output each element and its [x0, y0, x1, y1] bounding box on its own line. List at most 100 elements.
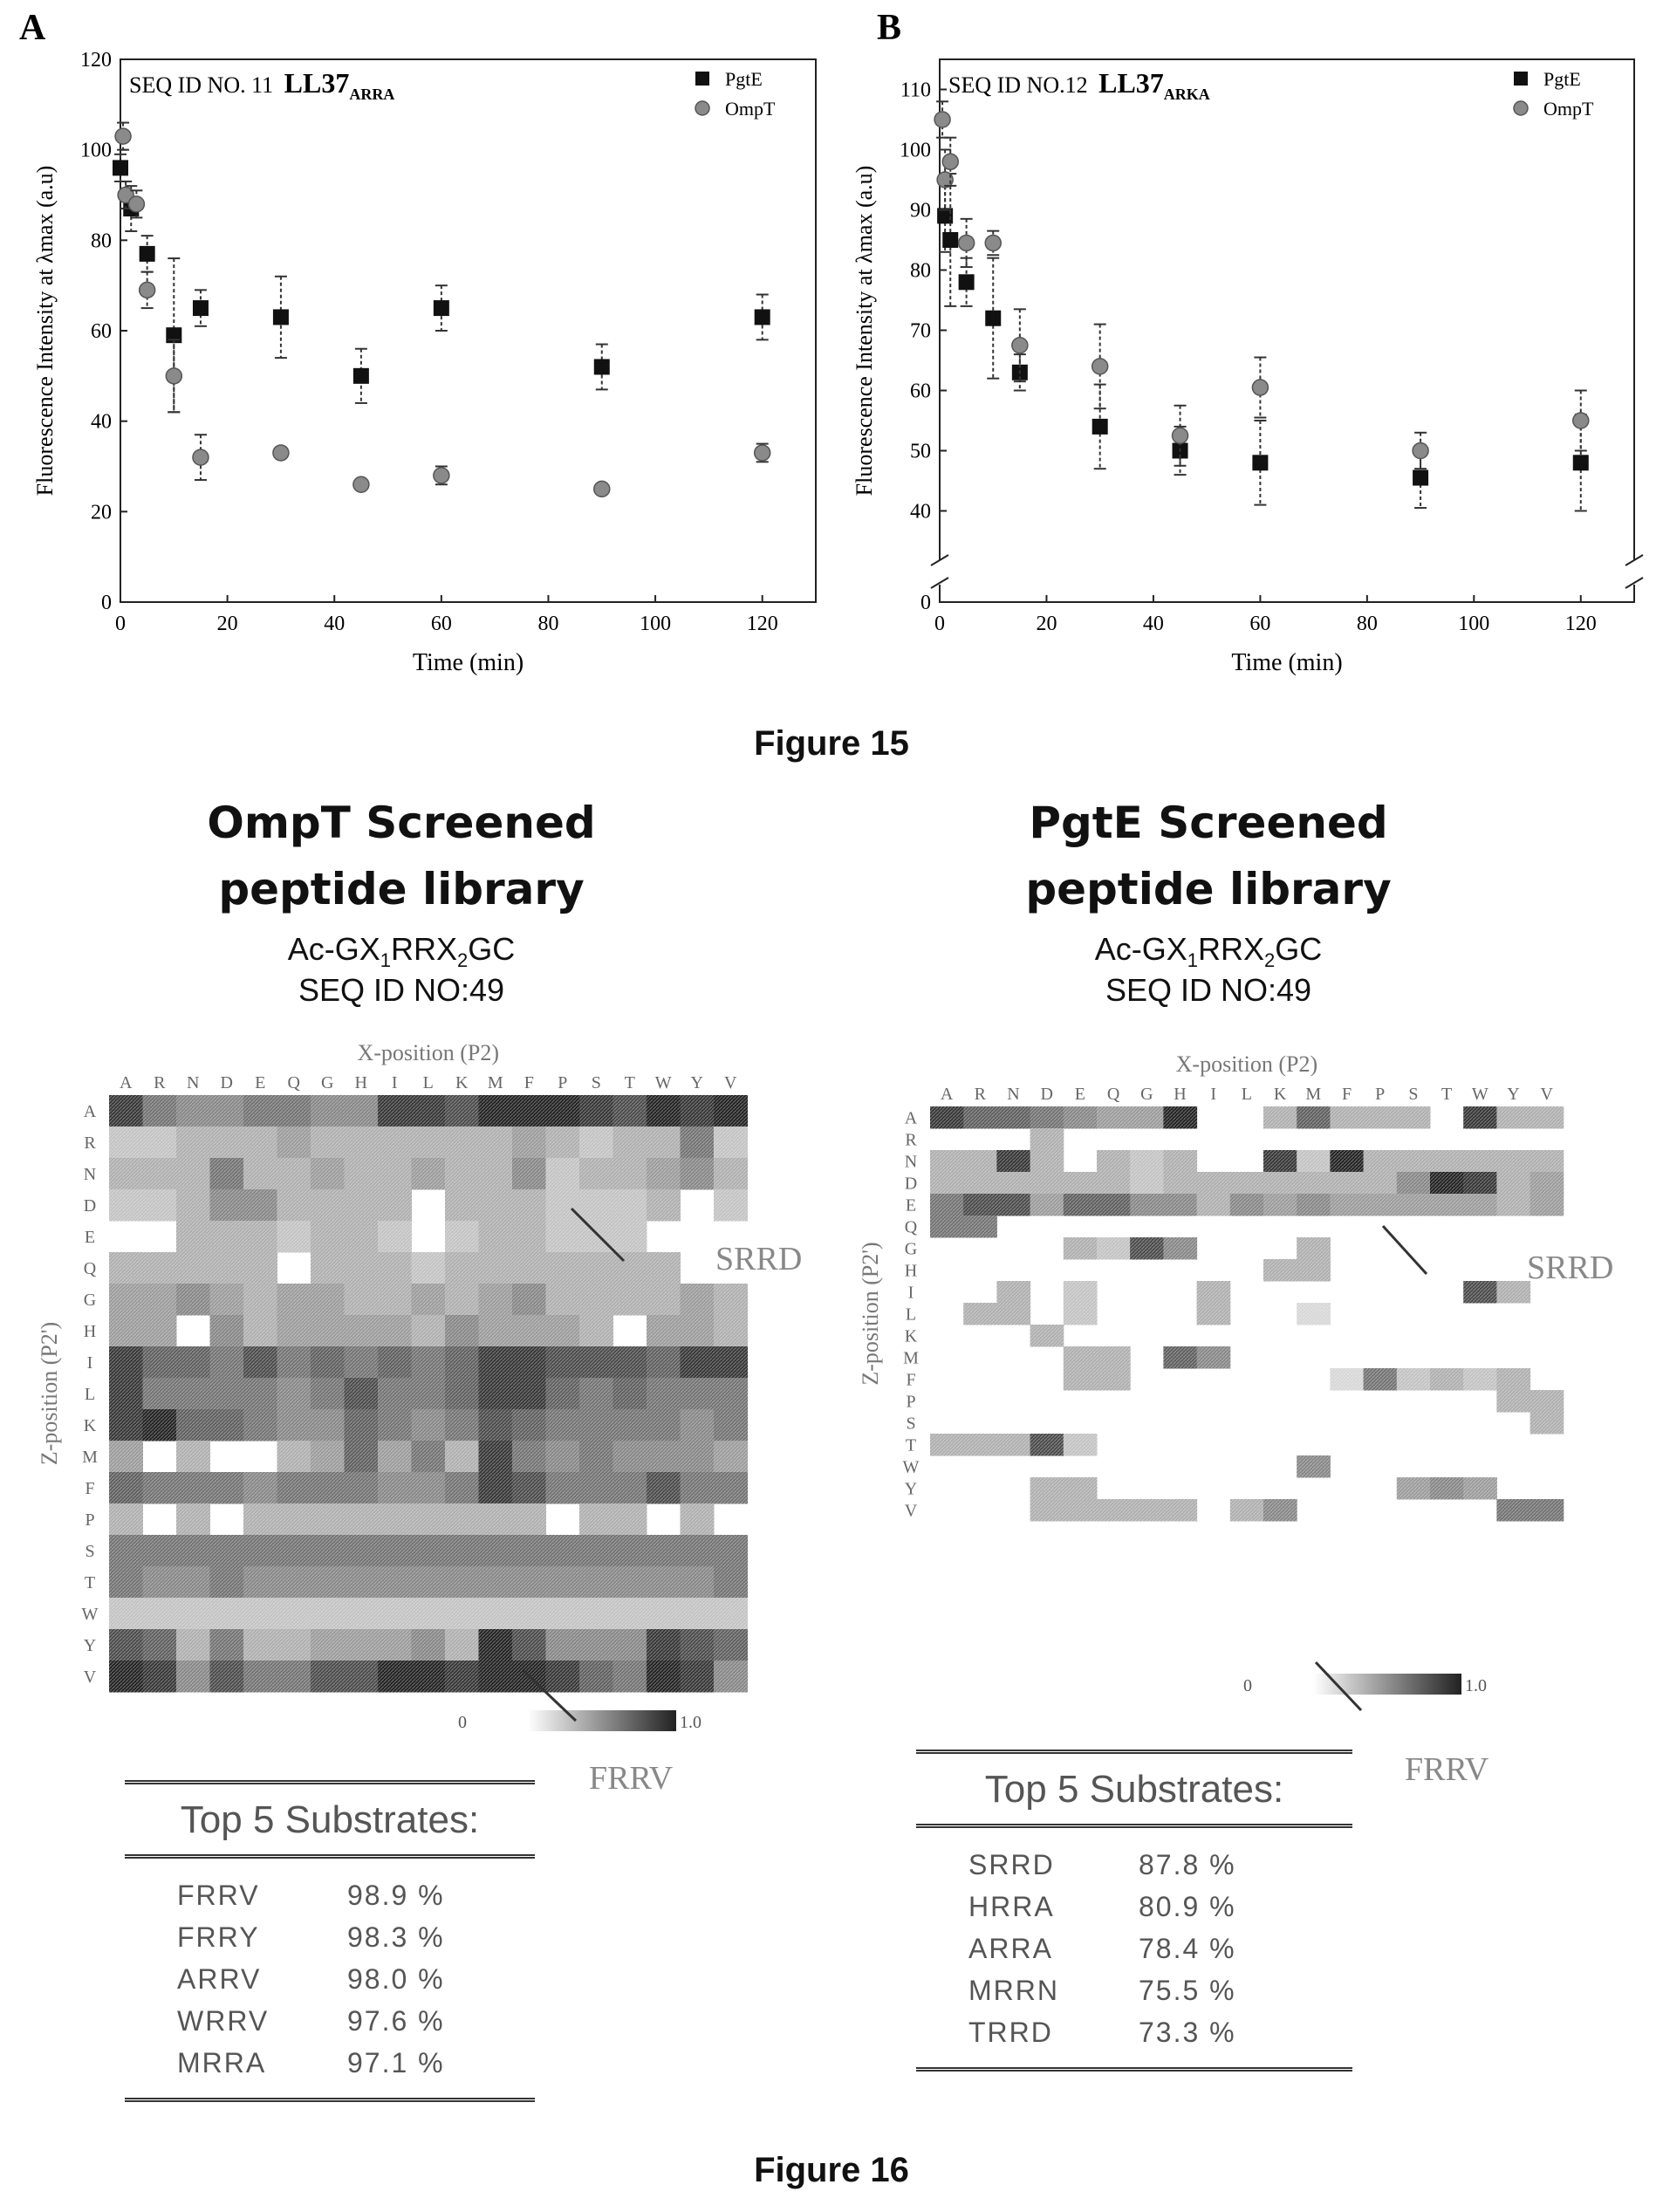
data-point-ompt — [1251, 379, 1269, 396]
heatmap-cell-texture — [277, 1158, 311, 1190]
data-point-pgte — [352, 367, 369, 384]
scale-min-label: 0 — [1243, 1676, 1252, 1695]
heatmap-cell-texture — [411, 1095, 446, 1127]
heatmap-cell-texture — [1097, 1194, 1131, 1216]
heatmap-cell-texture — [176, 1441, 210, 1473]
heatmap-cell-texture — [579, 1566, 613, 1599]
heatmap-cell-texture — [311, 1095, 345, 1127]
heatmap-cell-texture — [378, 1472, 412, 1504]
heatmap-cell-texture — [1263, 1150, 1297, 1173]
heatmap-cell-texture — [411, 1441, 446, 1473]
y-axis-label: Fluorescence Intensity at λmax (a.u) — [32, 166, 58, 497]
heatmap-cell-texture — [311, 1284, 345, 1316]
pgte-top5-header: Top 5 Substrates: — [916, 1750, 1352, 1828]
data-point-ompt — [433, 467, 450, 484]
heatmap-cell-texture — [680, 1346, 715, 1379]
heatmap-cell-texture — [277, 1346, 311, 1379]
heatmap-cell-texture — [109, 1189, 143, 1222]
heatmap-cell-texture — [647, 1598, 681, 1630]
substrate-percent: 97.6 % — [347, 2005, 445, 2037]
heatmap-cell-texture — [209, 1127, 244, 1159]
heatmap-cell-texture — [344, 1189, 379, 1222]
y-axis-letter: H — [84, 1322, 96, 1341]
heatmap-cell-texture — [1196, 1281, 1231, 1304]
heatmap-cell-texture — [579, 1661, 613, 1693]
heatmap-cell-texture — [344, 1629, 379, 1661]
heatmap-cell-texture — [647, 1315, 681, 1347]
heatmap-cell-texture — [1297, 1303, 1331, 1325]
x-axis-letter: Y — [691, 1073, 703, 1092]
y-axis-letter: G — [84, 1291, 96, 1310]
heatmap-cell-texture — [311, 1629, 345, 1661]
heatmap-cell-texture — [1463, 1477, 1497, 1500]
heatmap-cell-texture — [109, 1409, 143, 1442]
heatmap-cell-texture — [1030, 1477, 1064, 1500]
heatmap-cell-texture — [209, 1378, 244, 1410]
heatmap-cell-texture — [1496, 1499, 1531, 1522]
heatmap-cell-texture — [176, 1346, 210, 1379]
y-axis-letter: Q — [905, 1218, 918, 1237]
heatmap-cell-texture — [142, 1095, 177, 1127]
heatmap-cell-texture — [963, 1216, 997, 1238]
formula-subscript: 1 — [380, 949, 391, 972]
heatmap-cell-texture — [344, 1409, 379, 1442]
heatmap-cell-texture — [545, 1535, 580, 1567]
heatmap-cell-texture — [176, 1189, 210, 1222]
heatmap-cell-texture — [512, 1629, 546, 1661]
callout-arrow-frrv — [522, 1669, 578, 1722]
heatmap-cell-texture — [109, 1284, 143, 1316]
pgte-library-title-line1: PgtE Screened — [1029, 798, 1388, 848]
data-point-pgte — [113, 160, 128, 176]
data-point-ompt — [957, 234, 975, 252]
heatmap-cell-texture — [1097, 1237, 1131, 1260]
substrate-sequence: ARRA — [968, 1933, 1053, 1964]
y-axis-letter: E — [85, 1228, 95, 1247]
y-axis-letter: V — [84, 1668, 97, 1687]
heatmap-cell-texture — [109, 1566, 143, 1599]
heatmap-cell-texture — [142, 1378, 177, 1410]
heatmap-cell-texture — [243, 1629, 277, 1661]
heatmap-cell-texture — [1063, 1434, 1098, 1456]
heatmap-cell-texture — [411, 1503, 446, 1536]
data-point-pgte — [1572, 455, 1589, 471]
heatmap-cell-texture — [378, 1252, 412, 1284]
heatmap-cell-texture — [1363, 1368, 1398, 1391]
ompt-formula: Ac-GX1RRX2GC — [96, 929, 707, 981]
x-axis-letter: I — [392, 1073, 398, 1092]
heatmap-cell-texture — [411, 1284, 446, 1316]
heatmap-cell-texture — [963, 1303, 997, 1325]
data-point-ompt — [114, 127, 132, 145]
x-axis-letter: L — [423, 1073, 434, 1092]
heatmap-cell-texture — [311, 1566, 345, 1599]
heatmap-cell-texture — [243, 1315, 277, 1347]
heatmap-cell-texture — [1063, 1106, 1098, 1129]
y-tick-label: 120 — [80, 49, 112, 72]
heatmap-cell-texture — [1463, 1281, 1497, 1304]
heatmap-cell-texture — [411, 1127, 446, 1159]
heatmap-cell-texture — [109, 1346, 143, 1379]
heatmap-cell-texture — [647, 1661, 681, 1693]
y-axis-letter: A — [905, 1109, 918, 1128]
heatmap-cell-texture — [1463, 1150, 1497, 1173]
heatmap-cell-texture — [445, 1284, 479, 1316]
heatmap-cell-texture — [209, 1661, 244, 1693]
x-axis-letter: D — [1040, 1085, 1052, 1104]
heatmap-cell-texture — [1463, 1194, 1497, 1216]
heatmap-cell-texture — [277, 1661, 311, 1693]
x-axis-letter: G — [1140, 1085, 1153, 1104]
heatmap-cell-texture — [378, 1566, 412, 1599]
heatmap-cell-texture — [1097, 1368, 1131, 1391]
y-tick-label: 90 — [910, 200, 931, 223]
y-tick-label: 80 — [910, 260, 931, 283]
x-axis-letter: G — [321, 1073, 333, 1092]
data-point-pgte — [272, 309, 289, 325]
y-tick-label: 60 — [910, 380, 931, 403]
heatmap-cell-texture — [512, 1252, 546, 1284]
heatmap-cell-texture — [311, 1661, 345, 1693]
x-axis-letter: K — [455, 1073, 469, 1092]
heatmap-cell-texture — [930, 1172, 964, 1195]
heatmap-cell-texture — [478, 1441, 513, 1473]
heatmap-cell-texture — [613, 1598, 647, 1630]
x-axis-letter: I — [1210, 1085, 1216, 1104]
y-tick-label: 50 — [910, 441, 931, 463]
